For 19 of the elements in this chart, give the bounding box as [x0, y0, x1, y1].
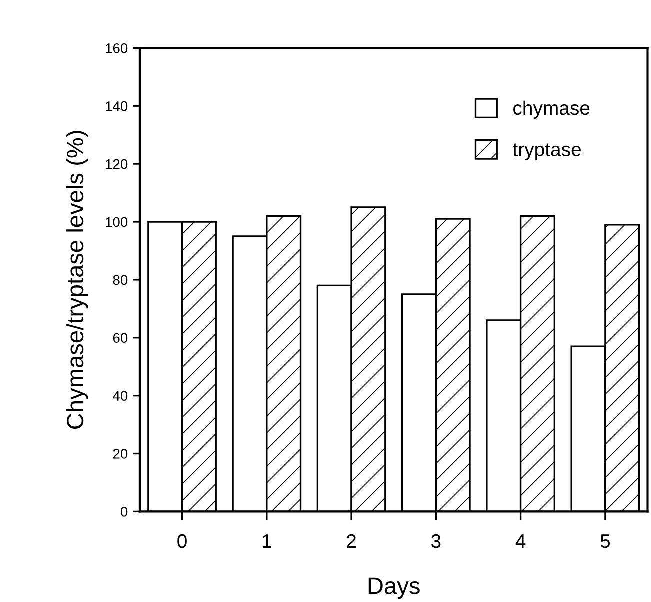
legend-label: tryptase	[512, 144, 581, 160]
x-tick-label: 0	[178, 534, 187, 548]
y-tick-label: 120	[106, 159, 128, 170]
y-tick-label: 20	[113, 449, 128, 459]
x-tick-label: 4	[516, 534, 526, 548]
x-tick-label: 2	[347, 534, 356, 548]
y-tick-label: 160	[106, 43, 128, 54]
x-tick-label: 5	[600, 534, 610, 548]
x-tick-label: 3	[432, 534, 441, 548]
legend-label: chymase	[514, 100, 590, 119]
y-tick-label: 60	[113, 333, 128, 344]
y-tick-label: 100	[106, 217, 128, 228]
y-tick-label: 40	[113, 391, 128, 401]
x-tick-label: 1	[262, 534, 272, 548]
y-tick-label: 140	[106, 101, 128, 112]
x-axis-title: Days	[368, 578, 420, 600]
y-axis-title: Chymase/tryptase levels (%)	[66, 131, 88, 429]
y-tick-label: 0	[120, 507, 128, 517]
y-tick-label: 80	[113, 275, 128, 286]
